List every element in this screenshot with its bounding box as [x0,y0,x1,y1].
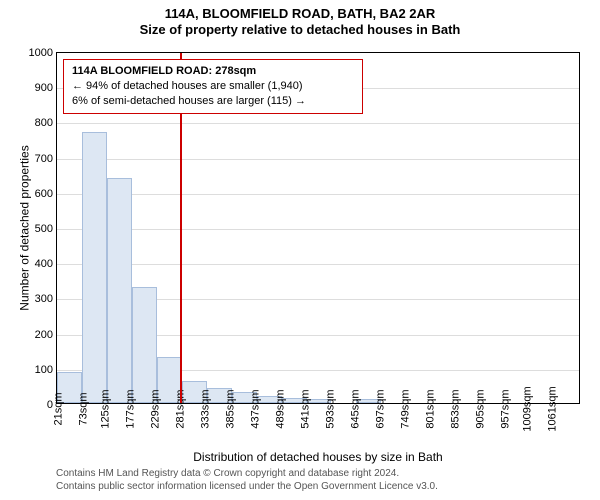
xtick-label: 853sqm [449,389,461,428]
ytick-label: 700 [35,153,53,165]
gridline-h [57,159,579,160]
attribution: Contains HM Land Registry data © Crown c… [56,468,580,493]
histogram-bar [82,132,107,403]
ytick-label: 600 [35,188,53,200]
histogram-bar [107,178,132,403]
xtick-label: 801sqm [424,389,436,428]
xtick-label: 489sqm [274,389,286,428]
x-axis-label: Distribution of detached houses by size … [56,450,580,464]
ytick-label: 100 [35,364,53,376]
plot-wrap: 0100200300400500600700800900100021sqm73s… [56,52,580,404]
xtick-label: 1061sqm [546,386,558,431]
xtick-label: 749sqm [399,389,411,428]
gridline-h [57,264,579,265]
legend-line-smaller: ← 94% of detached houses are smaller (1,… [72,79,354,94]
xtick-label: 73sqm [78,392,90,425]
plot-area: 0100200300400500600700800900100021sqm73s… [56,52,580,404]
histogram-bar [132,287,157,403]
ytick-label: 900 [35,82,53,94]
xtick-label: 541sqm [299,389,311,428]
xtick-label: 957sqm [499,389,511,428]
ytick-label: 300 [35,293,53,305]
ytick-label: 800 [35,117,53,129]
xtick-label: 333sqm [200,389,212,428]
chart-titles: 114A, BLOOMFIELD ROAD, BATH, BA2 2AR Siz… [0,0,600,39]
ytick-label: 200 [35,329,53,341]
title-subtitle: Size of property relative to detached ho… [0,22,600,38]
xtick-label: 21sqm [53,392,65,425]
xtick-label: 593sqm [324,389,336,428]
xtick-label: 905sqm [474,389,486,428]
xtick-label: 229sqm [150,389,162,428]
xtick-label: 645sqm [349,389,361,428]
attribution-line1: Contains HM Land Registry data © Crown c… [56,468,580,481]
xtick-label: 125sqm [100,389,112,428]
y-axis-label-wrap: Number of detached properties [8,52,22,404]
gridline-h [57,123,579,124]
gridline-h [57,194,579,195]
xtick-label: 385sqm [225,389,237,428]
ytick-label: 400 [35,258,53,270]
legend-title: 114A BLOOMFIELD ROAD: 278sqm [72,64,354,79]
ytick-label: 1000 [29,47,53,59]
gridline-h [57,229,579,230]
xtick-label: 697sqm [374,389,386,428]
attribution-line2: Contains public sector information licen… [56,481,580,494]
legend-line-larger: 6% of semi-detached houses are larger (1… [72,94,354,109]
legend-box: 114A BLOOMFIELD ROAD: 278sqm← 94% of det… [63,59,363,114]
ytick-label: 500 [35,223,53,235]
xtick-label: 1009sqm [521,386,533,431]
title-address: 114A, BLOOMFIELD ROAD, BATH, BA2 2AR [0,6,600,22]
y-axis-label: Number of detached properties [18,145,32,310]
xtick-label: 437sqm [250,389,262,428]
xtick-label: 177sqm [125,389,137,428]
